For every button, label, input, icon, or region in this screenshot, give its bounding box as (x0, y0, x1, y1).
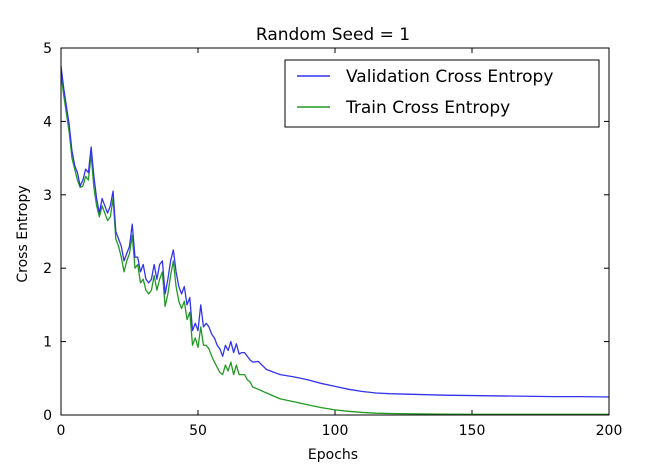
x-tick-label: 0 (57, 423, 66, 439)
legend-label-train: Train Cross Entropy (345, 98, 510, 118)
y-tick-label: 5 (43, 41, 52, 57)
x-tick-label: 100 (322, 423, 349, 439)
chart-title: Random Seed = 1 (256, 25, 410, 45)
y-tick-label: 1 (43, 335, 52, 351)
plot-frame (60, 47, 610, 416)
y-tick-label: 3 (43, 188, 52, 204)
validation-cross-entropy-line (60, 66, 610, 398)
y-tick-label: 0 (43, 408, 52, 424)
y-axis-label: Cross Entropy (15, 185, 31, 282)
y-tick-label: 2 (43, 261, 52, 277)
x-axis-label: Epochs (308, 447, 358, 463)
series-layer (60, 66, 610, 415)
train-cross-entropy-line (60, 73, 609, 415)
legend-label-validation: Validation Cross Entropy (346, 67, 553, 87)
legend: Validation Cross Entropy Train Cross Ent… (284, 59, 600, 128)
legend-box (284, 59, 600, 128)
x-tick-label: 150 (459, 423, 486, 439)
y-tick-label: 4 (43, 114, 52, 130)
x-tick-label: 200 (596, 423, 623, 439)
axis-ticks: 0 50 100 150 200 0 1 2 3 4 5 (43, 41, 622, 439)
x-tick-label: 50 (189, 423, 207, 439)
